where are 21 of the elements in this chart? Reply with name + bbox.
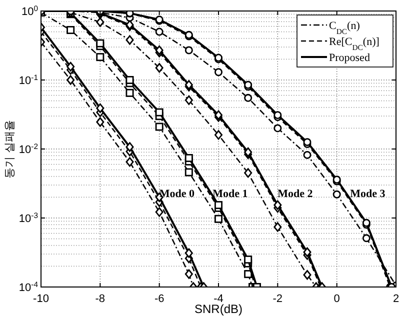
x-tick-label: -2: [272, 293, 283, 305]
x-axis-title: SNR(dB): [194, 302, 243, 316]
legend-label: Proposed: [329, 52, 370, 64]
annotation: Mode 1: [212, 188, 248, 200]
y-tick-label: 10$^{-1}$: [18, 72, 38, 87]
legend-label: Re[C$_{DC}$(n)]: [329, 36, 380, 52]
legend-label: C$_{DC}$(n): [329, 20, 360, 36]
y-axis-title: 동기 실패율: [3, 120, 16, 178]
y-tick-label: 10$^{-3}$: [18, 210, 38, 225]
y-tick-label: 10$^{-2}$: [18, 142, 38, 156]
annotation: Mode 2: [278, 188, 314, 200]
x-tick-label: 0: [334, 293, 340, 305]
annotation: Mode 3: [350, 188, 386, 200]
x-tick-label: -8: [95, 293, 106, 305]
x-tick-label: -4: [214, 293, 224, 305]
x-tick-label: -10: [33, 293, 49, 305]
y-tick-label: 10$^{0}$: [21, 4, 38, 18]
y-tick-label: 10$^{-4}$: [18, 280, 39, 294]
x-tick-label: 2: [392, 293, 400, 305]
x-tick-label: -6: [154, 293, 164, 305]
annotation: Mode 0: [159, 188, 195, 200]
